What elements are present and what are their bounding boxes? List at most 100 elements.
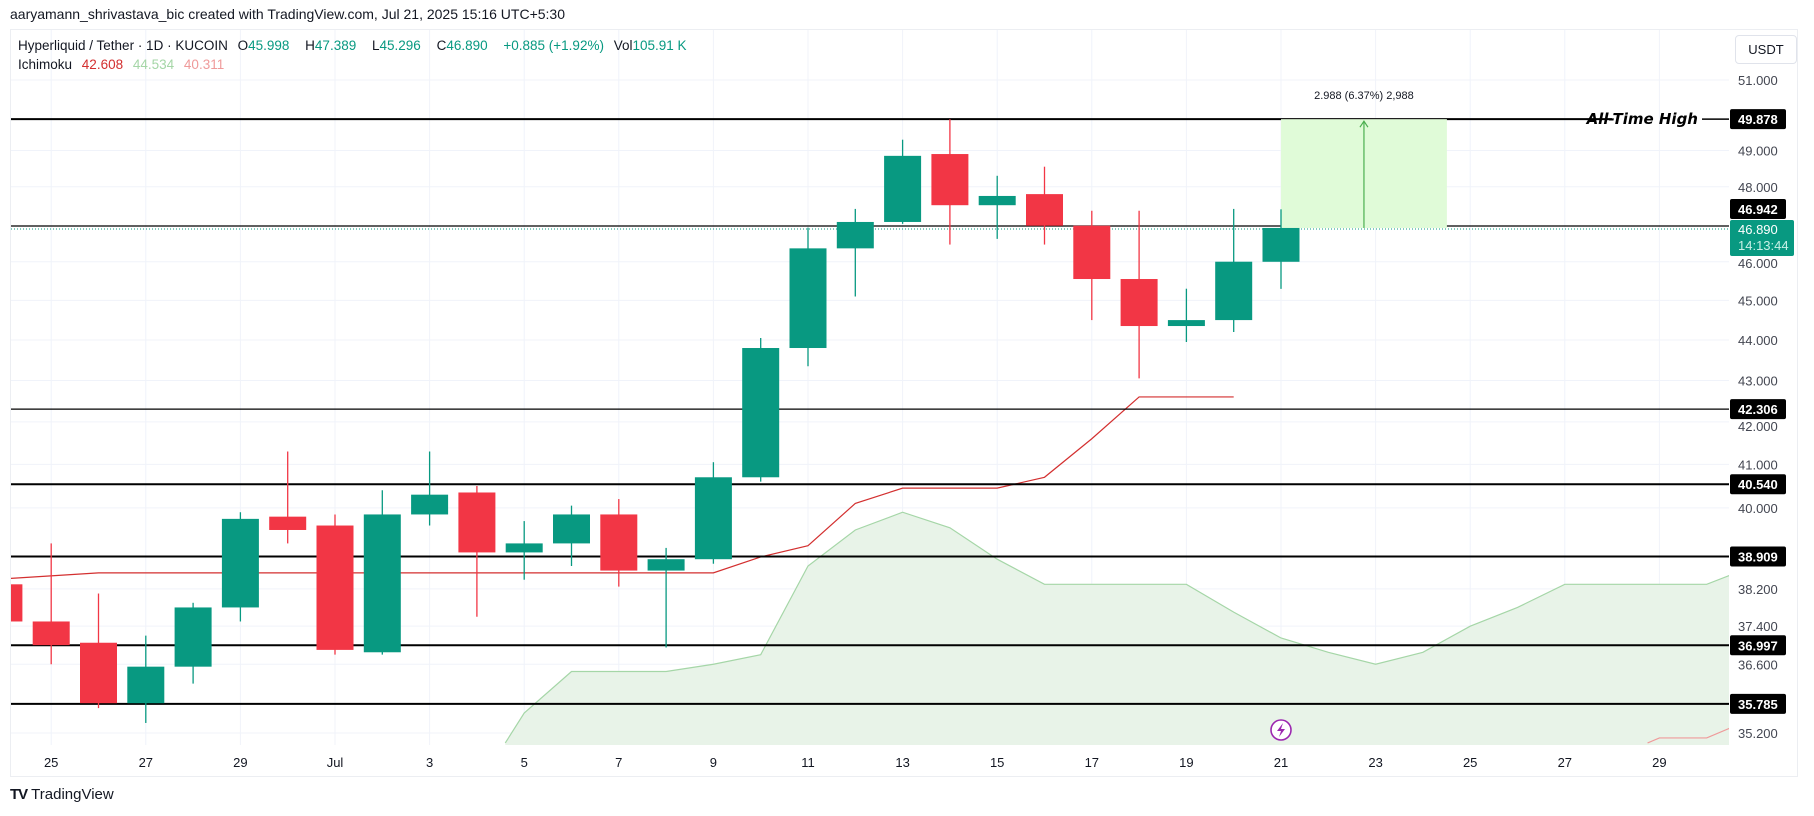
time-tick-label: 19 (1179, 755, 1193, 770)
time-tick-label: 27 (1558, 755, 1572, 770)
price-tick-label: 44.000 (1738, 333, 1778, 348)
level-price-badge (1730, 546, 1786, 567)
candle-body (269, 516, 307, 530)
level-price-text: 46.942 (1738, 202, 1778, 217)
candle-up (1215, 208, 1253, 333)
time-tick-label: 13 (895, 755, 909, 770)
low-label: L (371, 38, 380, 53)
candle-down (80, 593, 117, 709)
open-label: O (237, 38, 249, 53)
ichimoku-value-1: 42.608 (81, 57, 124, 72)
candle-down (931, 119, 969, 245)
level-price-text: 42.306 (1738, 402, 1778, 417)
symbol-legend[interactable]: Hyperliquid / Tether · 1D · KUCOIN O45.9… (18, 38, 699, 53)
candle-down (600, 499, 638, 587)
candle-body (1073, 225, 1111, 280)
price-range-measure: 2.988 (6.37%) 2,988 (1281, 90, 1447, 228)
candle-down (32, 543, 70, 665)
candle-body (32, 621, 70, 646)
candle-body (505, 543, 543, 553)
candle-down (269, 451, 307, 544)
measure-label: 2.988 (6.37%) 2,988 (1314, 90, 1414, 102)
candle-up (363, 490, 401, 655)
chart-creator-caption: aaryamann_shrivastava_bic created with T… (10, 6, 566, 22)
time-axis: 25 27 29 Jul 3 5 7 9 11 13 15 17 19 21 23 25 27 29 (44, 755, 1667, 770)
candle-body (458, 492, 496, 553)
indicator-legend[interactable]: Ichimoku 42.608 44.534 40.311 (18, 57, 224, 72)
price-tick-label: 37.400 (1738, 619, 1778, 634)
candle-body (174, 607, 212, 667)
candle-body (694, 477, 732, 560)
bar-countdown-text: 14:13:44 (1738, 238, 1789, 253)
lightning-icon[interactable] (1270, 719, 1292, 741)
candle-down (1026, 166, 1063, 245)
candle-body (884, 155, 922, 222)
candles (11, 119, 1300, 723)
price-tick-label: 41.000 (1738, 457, 1778, 472)
time-tick-label: 25 (44, 755, 58, 770)
ichimoku-value-3: 40.311 (183, 57, 225, 72)
close-value: 46.890 (446, 38, 488, 53)
volume-value: 105.91 K (632, 38, 687, 53)
time-tick-label: 3 (426, 755, 433, 770)
price-axis: 51.000 49.000 48.000 46.000 45.000 44.000 43.0… (1730, 73, 1794, 741)
level-price-badge (1730, 693, 1786, 714)
high-label: H (305, 38, 315, 53)
candle-up (553, 505, 590, 567)
ichimoku-value-2: 44.534 (132, 57, 175, 72)
level-price-text: 35.785 (1738, 697, 1778, 712)
candle-up (836, 208, 874, 297)
time-tick-label: 17 (1085, 755, 1099, 770)
candle-body (647, 559, 685, 571)
candle-body (978, 195, 1016, 206)
chart-frame (10, 29, 1798, 777)
candle-down (316, 514, 354, 655)
candle-down (1073, 210, 1111, 321)
candle-up (127, 635, 165, 723)
time-tick-label: 29 (233, 755, 247, 770)
price-tick-label: 38.200 (1738, 582, 1778, 597)
high-value: 47.389 (314, 38, 357, 53)
candle-up (647, 547, 685, 648)
candle-body (1167, 320, 1205, 327)
candle-up (742, 337, 780, 482)
price-tick-label: 46.000 (1738, 256, 1778, 271)
candle-up (789, 227, 827, 367)
volume-label: Vol (613, 38, 633, 53)
ichimoku-base-line (11, 396, 1234, 579)
price-tick-label: 48.000 (1738, 180, 1778, 195)
event-marker (1270, 719, 1292, 741)
candle-down (458, 485, 496, 617)
candle-body (316, 525, 354, 650)
price-tick-label: 36.600 (1738, 657, 1778, 672)
candle-body (1120, 279, 1158, 327)
currency-button[interactable]: USDT (1735, 35, 1797, 64)
candle-body (931, 154, 969, 206)
price-tick-label: 45.000 (1738, 293, 1778, 308)
ichimoku-leading-span-a (504, 511, 1729, 744)
candle-body (11, 584, 23, 622)
symbol-name[interactable]: Hyperliquid / Tether · 1D · KUCOIN (18, 38, 228, 53)
candle-body (789, 248, 827, 349)
candle-body (553, 514, 590, 544)
indicator-name[interactable]: Ichimoku (18, 57, 73, 72)
watermark-text: TradingView (31, 786, 114, 803)
level-price-badge (1730, 109, 1786, 130)
time-tick-label: 23 (1368, 755, 1382, 770)
tradingview-logo-icon: TV (10, 786, 28, 803)
candle-up (1262, 209, 1300, 289)
time-tick-label: 15 (990, 755, 1004, 770)
last-price-badge (1730, 219, 1794, 256)
candle-body (363, 514, 401, 653)
level-price-badge (1730, 474, 1786, 495)
ichimoku-cloud (505, 512, 1729, 745)
price-tick-label: 42.000 (1738, 419, 1778, 434)
all-time-high-label: All-Time High (1586, 110, 1698, 128)
candle-body (80, 642, 117, 704)
lightning-bolt-icon (1277, 723, 1285, 737)
candle-up (978, 175, 1016, 239)
close-label: C (436, 38, 447, 53)
level-price-badge (1730, 635, 1786, 656)
candle-up (411, 451, 449, 526)
